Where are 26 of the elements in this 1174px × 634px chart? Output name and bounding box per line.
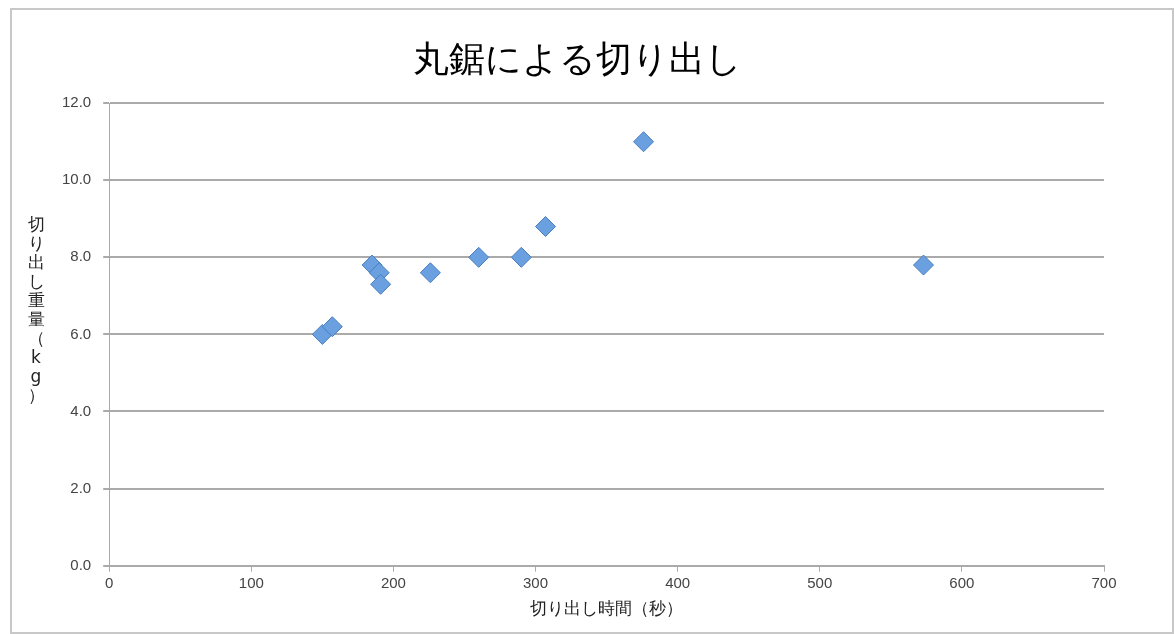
point bbox=[321, 316, 343, 338]
point bbox=[468, 246, 490, 268]
x-tick-label: 600 bbox=[949, 573, 975, 591]
y-tick-label: 12.0 bbox=[61, 93, 92, 111]
x-tick-label: 200 bbox=[380, 573, 406, 591]
x-tick-label: 500 bbox=[807, 573, 833, 591]
chart-title: 丸鋸による切り出し bbox=[412, 37, 742, 79]
y-tick-label: 8.0 bbox=[70, 247, 92, 265]
point bbox=[913, 254, 935, 276]
point bbox=[534, 216, 556, 238]
y-tick-label: 10.0 bbox=[61, 170, 92, 188]
point bbox=[419, 262, 441, 284]
x-tick-label: 300 bbox=[523, 573, 549, 591]
point bbox=[370, 273, 392, 295]
y-tick-label: 2.0 bbox=[70, 478, 92, 496]
x-tick-label: 0 bbox=[105, 573, 114, 591]
y-tick-label: 0.0 bbox=[70, 555, 92, 573]
x-tick-label: 700 bbox=[1091, 573, 1117, 591]
point bbox=[510, 246, 532, 268]
point bbox=[633, 131, 655, 153]
text: 切り出し重量（kg） bbox=[27, 214, 45, 405]
y-tick-label: 6.0 bbox=[70, 324, 92, 342]
x-tick-label: 400 bbox=[665, 573, 691, 591]
x-axis-title: 切り出し時間（秒） bbox=[530, 599, 684, 619]
y-tick-label: 4.0 bbox=[70, 401, 92, 419]
x-tick-label: 100 bbox=[238, 573, 264, 591]
